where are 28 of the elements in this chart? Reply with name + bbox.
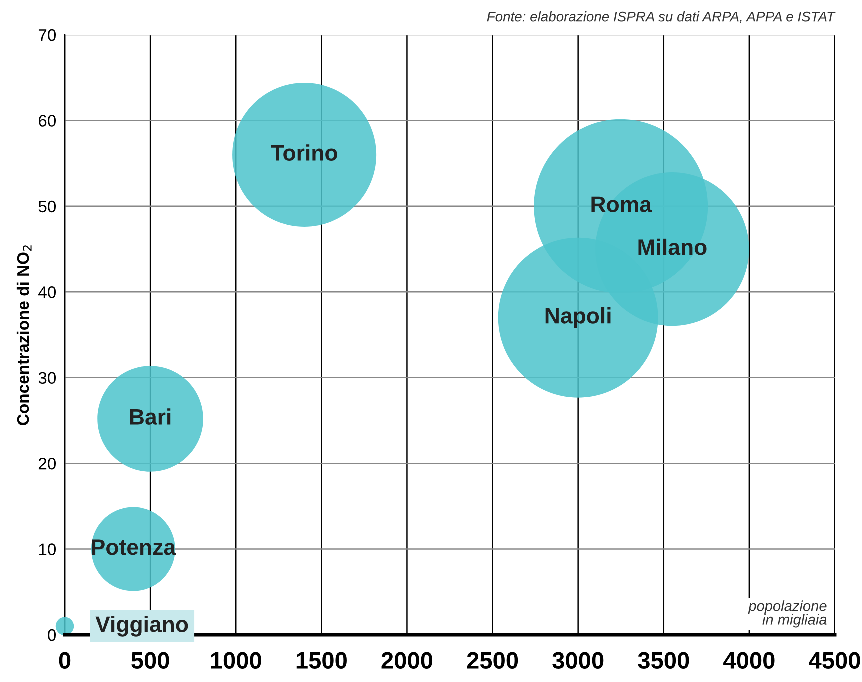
annotation: Napoli	[546, 308, 611, 328]
x-tick-label: 4000	[724, 652, 775, 670]
x-tick-label: 0	[59, 652, 71, 670]
y-tick-label: 50	[38, 200, 56, 213]
annotation: Bari	[130, 408, 171, 425]
x-tick-label: 500	[132, 652, 170, 670]
x-tick-label: 3500	[638, 652, 690, 670]
source-note: Fonte: elaborazione ISPRA su dati ARPA, APPA e ISTAT	[487, 12, 836, 24]
x-tick-label: 1000	[211, 652, 262, 670]
y-tick-label: 40	[38, 286, 56, 298]
x-tick-label: 2000	[382, 652, 433, 670]
annotation: Potenza	[92, 540, 176, 556]
annotation: Milano	[638, 238, 707, 256]
annotation: Torino	[271, 144, 338, 161]
annotation: popolazione in migliaia	[748, 600, 827, 628]
y-tick-label: 30	[38, 372, 56, 384]
x-tick-label: 1500	[296, 652, 347, 670]
x-tick-label: 4500	[809, 652, 860, 670]
x-tick-label: 3000	[552, 652, 604, 670]
y-axis-title: Concentrazione di NO$_{2}$	[16, 246, 32, 426]
y-tick-label: 60	[38, 115, 56, 127]
annotation: Viggiano	[96, 616, 188, 637]
annotation: Roma	[592, 196, 652, 212]
y-tick-label: 70	[38, 29, 56, 42]
y-tick-label: 0	[48, 629, 56, 642]
y-tick-label: 10	[39, 544, 56, 556]
x-tick-label: 2500	[467, 652, 518, 670]
y-tick-label: 20	[38, 458, 56, 470]
